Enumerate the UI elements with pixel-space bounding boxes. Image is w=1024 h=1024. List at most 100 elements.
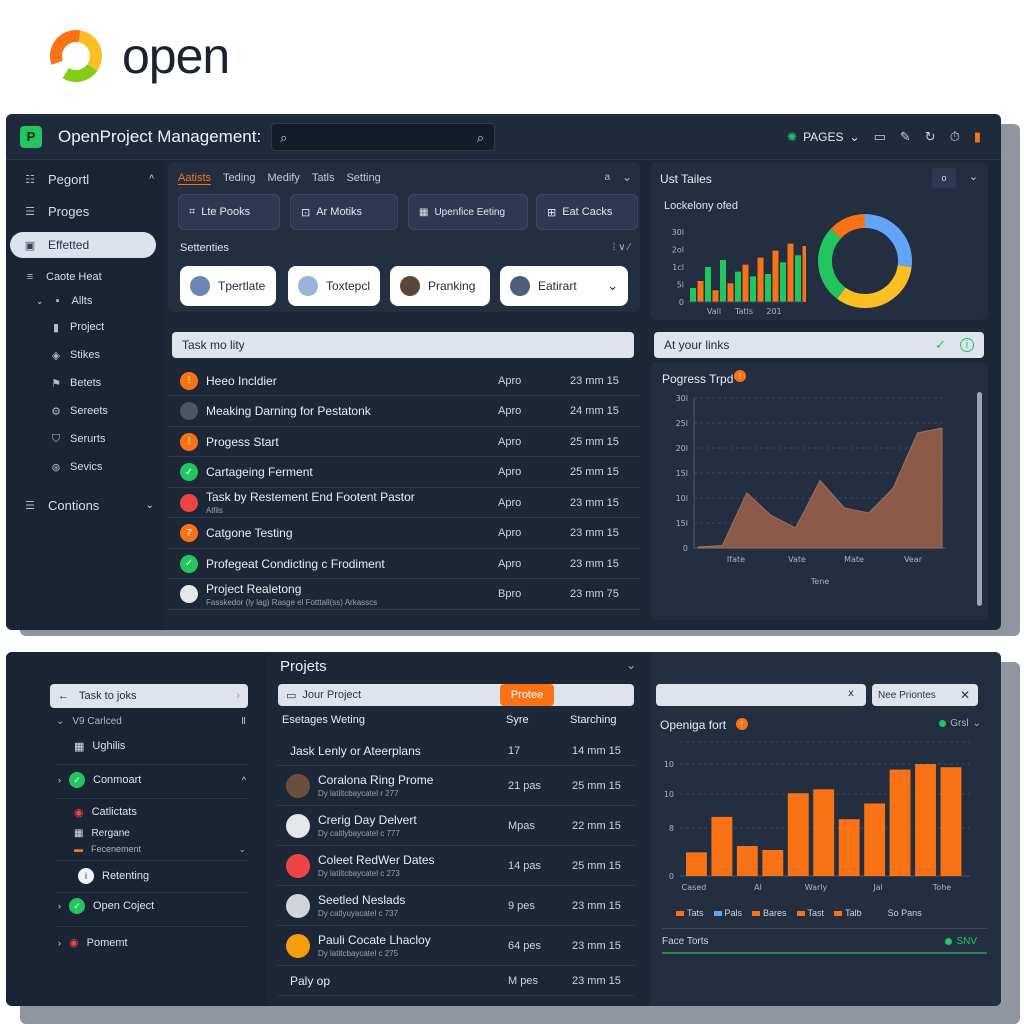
search-input[interactable] <box>296 127 467 146</box>
sidebar-item-label: V9 Carlced <box>72 716 122 727</box>
task-date: 25 mm 15 <box>570 435 619 448</box>
sidebar-item-caote-heat[interactable]: ≡ Caote Heat <box>6 264 164 290</box>
member-pill-toxtepcl[interactable]: Toxtepcl <box>288 266 380 306</box>
task-row[interactable]: ! Heeo Incldier Apro 23 mm 15 <box>168 366 640 396</box>
project-subtext: Dy latitcbaycatel c 275 <box>318 949 399 958</box>
task-row[interactable]: Meaking Darning for Pestatonk Apro 24 mm 1… <box>168 397 640 427</box>
refresh-icon[interactable]: ↻ <box>924 128 936 144</box>
tab-medify[interactable]: Medify <box>267 172 300 184</box>
task-row[interactable]: ✓ Cartageing Ferment Apro 25 mm 15 <box>168 458 640 488</box>
project-search[interactable]: ▭ Jour Project <box>278 684 634 706</box>
task-row[interactable]: Task by Restement End Footent Pastor Alfi… <box>168 488 640 518</box>
info-icon[interactable]: i <box>960 338 974 352</box>
project-type: 17 <box>508 744 521 757</box>
chevron-down-icon[interactable]: ⌄ <box>621 170 632 184</box>
panel-option-button[interactable]: o <box>932 168 956 188</box>
sidebar-item-pomemt[interactable]: › ◉ Pomemt <box>58 936 128 950</box>
sidebar-item-effetted[interactable]: ▣ Effetted <box>10 232 156 258</box>
member-pill-eatirart[interactable]: Eatirart ⌄ <box>500 266 628 306</box>
chip-upenfice-eeting[interactable]: ▦ Upenfice Eeting <box>408 194 528 230</box>
chip-lte-pooks[interactable]: ⌗ Lte Pooks <box>178 194 280 230</box>
pages-dropdown[interactable]: ✺ PAGES ⌄ <box>787 130 860 144</box>
y-tick-label: 1cl <box>672 263 684 272</box>
sidebar-item-pegortl[interactable]: ☷ Pegortl ^ <box>6 166 164 192</box>
tab-tatls[interactable]: Tatls <box>311 172 335 184</box>
sidebar-item-rergane[interactable]: ▦ Rergane <box>74 828 130 839</box>
chevron-down-icon[interactable]: ⌄ <box>968 171 978 183</box>
sidebar-item-contions[interactable]: ☰ Contions ⌄ <box>6 492 164 518</box>
sidebar-item-sereets[interactable]: ⚙ Sereets <box>6 398 164 424</box>
timer-icon[interactable]: ⏱ <box>949 128 960 144</box>
calendar-icon: ▦ <box>74 741 85 753</box>
sidebar-item-catlictats[interactable]: ◉ Catlictats <box>74 806 137 819</box>
project-row[interactable]: Seetled Neslads Dy catlyuyacatel c 737 9 p… <box>278 886 634 926</box>
chevron-down-icon[interactable]: ⌄ <box>625 658 636 672</box>
sidebar-item-stikes[interactable]: ◈ Stikes <box>6 342 164 368</box>
check-icon[interactable]: ✓ <box>935 337 946 352</box>
chart-icon[interactable]: ▮ <box>973 128 981 144</box>
create-project-button[interactable]: Protee <box>500 684 554 706</box>
chevron-right-icon: › <box>236 690 240 702</box>
sidebar-item-sevics[interactable]: ⊛ Sevics <box>6 454 164 480</box>
panel-scrollbar[interactable] <box>977 392 982 606</box>
tab-teding[interactable]: Teding <box>223 172 256 184</box>
tab-menu-icon[interactable]: a <box>604 172 610 183</box>
y-tick-label: 10 <box>664 760 674 769</box>
legend-swatch <box>796 910 805 916</box>
sidebar-item-ughilis[interactable]: ▦ Ughilis <box>74 740 125 753</box>
member-pill-pranking[interactable]: Pranking <box>390 266 490 306</box>
pen-icon[interactable]: ✎ <box>899 128 911 144</box>
tab-setting[interactable]: Setting <box>346 172 381 184</box>
search-submit-icon[interactable]: ⌕ <box>476 129 485 145</box>
sidebar-item-betets[interactable]: ⚑ Betets <box>6 370 164 396</box>
legend-item: Tats <box>676 908 704 918</box>
brand-name: open <box>122 28 230 84</box>
legend-item: Bares <box>752 908 787 918</box>
task-row[interactable]: Project Realetong Fasskedor (ly lag) Rasg… <box>168 580 640 610</box>
member-name: Toxtepcl <box>325 279 370 293</box>
project-type: 14 pas <box>508 859 542 872</box>
sidebar-item-retenting[interactable]: i Retenting <box>78 868 149 884</box>
project-row[interactable]: Pauli Cocate Lhacloy Dy latitcbaycatel c … <box>278 926 634 966</box>
task-row[interactable]: ! Progess Start Apro 25 mm 15 <box>168 427 640 457</box>
priority-filter[interactable]: Nee Priontes ✕ <box>872 684 978 706</box>
footer-status[interactable]: SNV <box>945 936 977 947</box>
panel-title: Ust Tailes <box>660 172 712 186</box>
sidebar-item-project[interactable]: ▮ Project <box>6 314 164 340</box>
settings-actions-icon[interactable]: ⁞ ∨ ⁄ <box>612 242 630 253</box>
y-tick-label: 30l <box>676 394 688 403</box>
window-icon[interactable]: ▭ <box>873 128 886 144</box>
task-search[interactable]: ← Task to joks › <box>50 684 248 708</box>
tab-bar: Aatists Teding Medify Tatls Setting <box>178 172 381 185</box>
task-row[interactable]: ✓ Profegeat Condicting c Frodiment Apro 23 … <box>168 549 640 579</box>
task-row[interactable]: 7 Catgone Testing Apro 23 mm 15 <box>168 519 640 549</box>
sidebar-item-serurts[interactable]: ⛉ Serurts <box>6 426 164 452</box>
close-icon[interactable]: ✕ <box>959 688 970 702</box>
bookmark-icon: ▪ <box>55 295 60 307</box>
chip-ar-motiks[interactable]: ⊡ Ar Motiks <box>290 194 398 230</box>
sidebar-item-label: Pomemt <box>86 936 128 949</box>
sidebar-item-open-coject[interactable]: › ✓ Open Coject <box>58 898 154 914</box>
global-search[interactable]: ⌕ ⌕ <box>271 122 496 151</box>
collapse-icon[interactable]: ⅹ <box>848 688 854 699</box>
grid-toggle[interactable]: Grsl ⌄ <box>939 718 981 729</box>
settings-label: Settenties <box>180 242 229 254</box>
bar <box>915 764 936 876</box>
chip-eat-cacks[interactable]: ⊞ Eat Cacks <box>536 194 638 230</box>
sidebar-item-label: Retenting <box>102 870 150 882</box>
sidebar-item-allts[interactable]: ⌄ ▪ Allts <box>6 288 164 314</box>
sidebar-item-proges[interactable]: ☰ Proges <box>6 198 164 224</box>
project-row[interactable]: Coralona Ring Prome Dy latiltcbaycatel r … <box>278 766 634 806</box>
project-row[interactable]: Crerig Day Delvert Dy caltlybaycatel c 77… <box>278 806 634 846</box>
tab-aatists[interactable]: Aatists <box>178 172 212 185</box>
project-row[interactable]: Coleet RedWer Dates Dy latiltcbaycatel c … <box>278 846 634 886</box>
chip-label: Lte Pooks <box>201 206 251 218</box>
chart-filter-input[interactable] <box>656 684 866 706</box>
footer-left: Face Torts <box>662 936 709 947</box>
project-row[interactable]: Jask Lenly or Ateerplans 17 14 mm 15 <box>278 736 634 766</box>
member-pill-tpertlate[interactable]: Tpertlate <box>180 266 276 306</box>
project-row[interactable]: Paly op M pes 23 mm 15 <box>278 966 634 996</box>
sidebar-item-v9-carlced[interactable]: ⌄ V9 Carlced Ⅱ <box>56 716 246 727</box>
sidebar-item-conmoart[interactable]: › ✓ Conmoart ^ <box>58 772 246 788</box>
sidebar-item-fecenement[interactable]: ▬ Fecenement ⌄ <box>74 844 246 855</box>
